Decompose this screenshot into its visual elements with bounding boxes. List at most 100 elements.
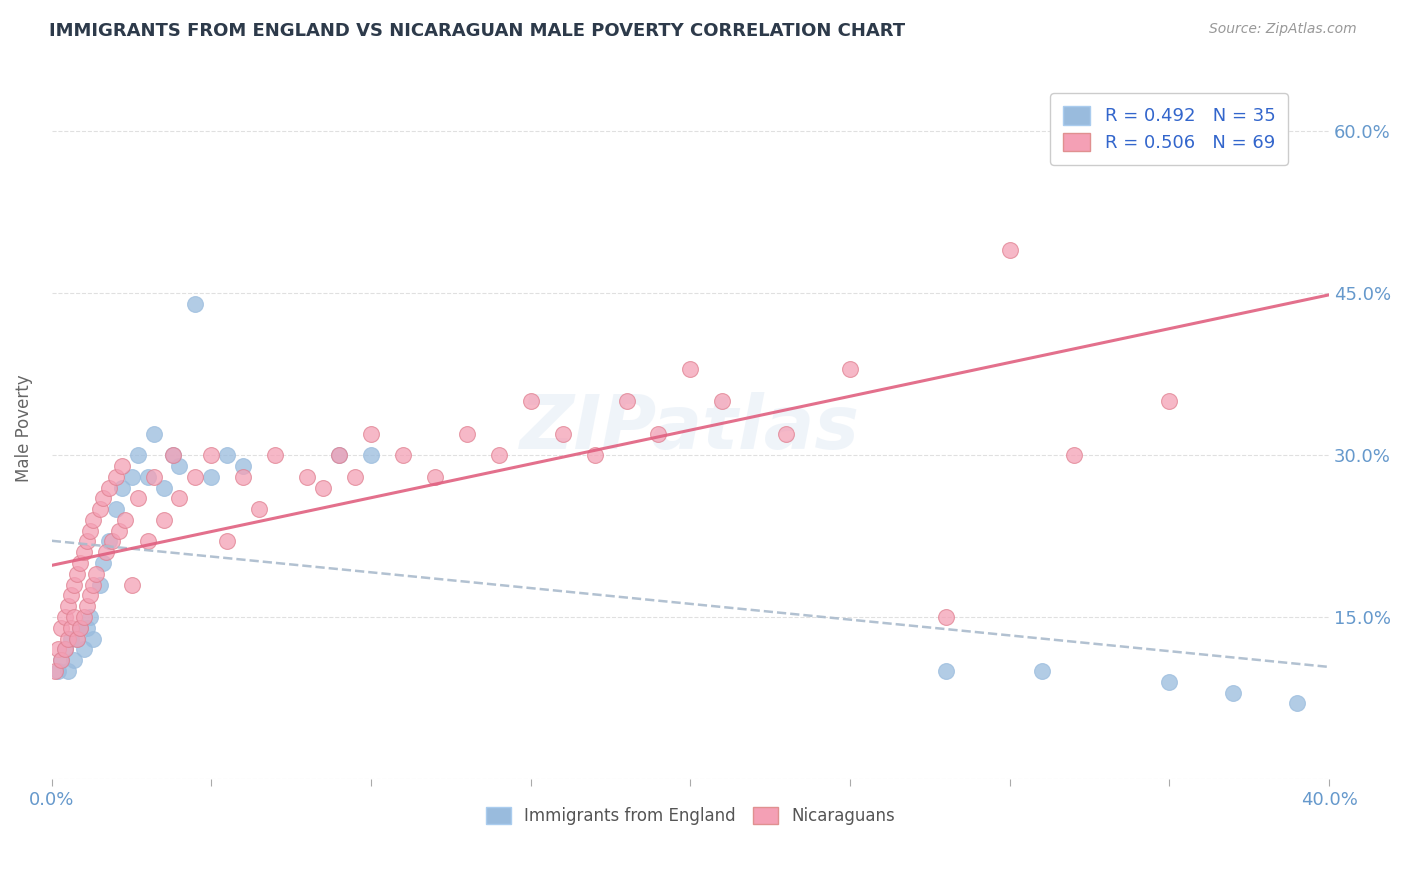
Point bbox=[56, 664, 79, 678]
Point bbox=[51, 621, 73, 635]
Point bbox=[360, 426, 382, 441]
Point bbox=[82, 513, 104, 527]
Point bbox=[711, 394, 734, 409]
Point bbox=[232, 458, 254, 473]
Point bbox=[51, 653, 73, 667]
Point bbox=[247, 502, 270, 516]
Point bbox=[136, 469, 159, 483]
Point bbox=[583, 448, 606, 462]
Point bbox=[217, 534, 239, 549]
Text: Source: ZipAtlas.com: Source: ZipAtlas.com bbox=[1209, 22, 1357, 37]
Point bbox=[1159, 394, 1181, 409]
Point bbox=[519, 394, 541, 409]
Point bbox=[79, 610, 101, 624]
Point bbox=[91, 491, 114, 506]
Point bbox=[998, 243, 1021, 257]
Point bbox=[73, 642, 96, 657]
Point bbox=[328, 448, 350, 462]
Text: IMMIGRANTS FROM ENGLAND VS NICARAGUAN MALE POVERTY CORRELATION CHART: IMMIGRANTS FROM ENGLAND VS NICARAGUAN MA… bbox=[49, 22, 905, 40]
Point bbox=[551, 426, 574, 441]
Point bbox=[1063, 448, 1085, 462]
Point bbox=[162, 448, 184, 462]
Point bbox=[839, 361, 862, 376]
Point bbox=[69, 621, 91, 635]
Point bbox=[66, 632, 89, 646]
Point bbox=[98, 481, 121, 495]
Point bbox=[66, 566, 89, 581]
Point bbox=[111, 481, 134, 495]
Point bbox=[184, 297, 207, 311]
Point bbox=[59, 632, 82, 646]
Point bbox=[121, 469, 143, 483]
Point bbox=[46, 642, 69, 657]
Point bbox=[79, 589, 101, 603]
Point bbox=[136, 534, 159, 549]
Point bbox=[200, 448, 222, 462]
Point bbox=[56, 599, 79, 614]
Point bbox=[127, 491, 149, 506]
Point bbox=[935, 664, 957, 678]
Point bbox=[111, 458, 134, 473]
Point bbox=[114, 513, 136, 527]
Point bbox=[647, 426, 669, 441]
Point bbox=[295, 469, 318, 483]
Point bbox=[82, 632, 104, 646]
Point bbox=[775, 426, 797, 441]
Point bbox=[152, 481, 174, 495]
Text: ZIPatlas: ZIPatlas bbox=[520, 392, 860, 465]
Point bbox=[53, 642, 76, 657]
Point bbox=[392, 448, 415, 462]
Point bbox=[82, 577, 104, 591]
Point bbox=[232, 469, 254, 483]
Point bbox=[107, 524, 129, 538]
Point bbox=[51, 653, 73, 667]
Point bbox=[46, 664, 69, 678]
Point bbox=[162, 448, 184, 462]
Point bbox=[91, 556, 114, 570]
Point bbox=[79, 524, 101, 538]
Point bbox=[121, 577, 143, 591]
Point bbox=[94, 545, 117, 559]
Point bbox=[89, 502, 111, 516]
Point bbox=[63, 577, 86, 591]
Point bbox=[44, 664, 66, 678]
Point bbox=[59, 621, 82, 635]
Point bbox=[456, 426, 478, 441]
Point bbox=[935, 610, 957, 624]
Point bbox=[89, 577, 111, 591]
Point bbox=[264, 448, 287, 462]
Point bbox=[98, 534, 121, 549]
Point bbox=[59, 589, 82, 603]
Point bbox=[328, 448, 350, 462]
Point bbox=[488, 448, 510, 462]
Point bbox=[169, 491, 191, 506]
Y-axis label: Male Poverty: Male Poverty bbox=[15, 375, 32, 482]
Point bbox=[66, 632, 89, 646]
Point bbox=[1031, 664, 1053, 678]
Point bbox=[312, 481, 335, 495]
Point bbox=[169, 458, 191, 473]
Point bbox=[1159, 674, 1181, 689]
Point bbox=[217, 448, 239, 462]
Point bbox=[53, 610, 76, 624]
Point bbox=[69, 556, 91, 570]
Point bbox=[152, 513, 174, 527]
Point bbox=[73, 545, 96, 559]
Point bbox=[423, 469, 446, 483]
Point bbox=[1222, 685, 1244, 699]
Point bbox=[104, 469, 127, 483]
Point bbox=[127, 448, 149, 462]
Legend: Immigrants from England, Nicaraguans: Immigrants from England, Nicaraguans bbox=[478, 799, 903, 834]
Point bbox=[86, 566, 108, 581]
Point bbox=[1286, 697, 1309, 711]
Point bbox=[76, 599, 98, 614]
Point bbox=[679, 361, 702, 376]
Point bbox=[53, 642, 76, 657]
Point bbox=[69, 621, 91, 635]
Point bbox=[76, 621, 98, 635]
Point bbox=[184, 469, 207, 483]
Point bbox=[200, 469, 222, 483]
Point bbox=[344, 469, 367, 483]
Point bbox=[360, 448, 382, 462]
Point bbox=[104, 502, 127, 516]
